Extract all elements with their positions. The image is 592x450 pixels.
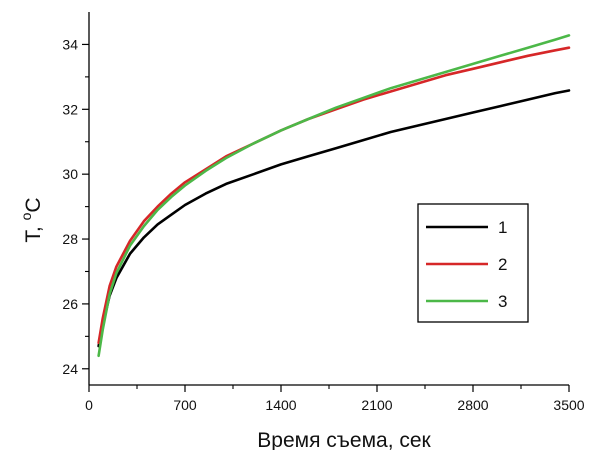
x-tick-label: 700 — [173, 397, 197, 413]
y-tick-label: 24 — [62, 361, 78, 377]
legend-label-3: 3 — [498, 292, 507, 311]
x-tick-label: 2100 — [361, 397, 392, 413]
plot-area — [97, 34, 571, 358]
y-axis-title-group: T, oC — [18, 197, 45, 242]
legend-label-1: 1 — [498, 218, 507, 237]
x-tick-label: 2800 — [457, 397, 488, 413]
legend-label-2: 2 — [498, 255, 507, 274]
y-axis-title-degree: o — [18, 212, 34, 220]
y-axis-title-unit: C — [22, 197, 45, 212]
y-tick-label: 30 — [62, 166, 78, 182]
legend: 1 2 3 — [417, 203, 529, 323]
y-axis-title-main: T, — [22, 220, 45, 242]
x-tick-label: 3500 — [553, 397, 584, 413]
y-tick-label: 32 — [62, 101, 78, 117]
y-tick-label: 28 — [62, 231, 78, 247]
x-tick-label: 0 — [85, 397, 93, 413]
y-tick-label: 34 — [62, 36, 78, 52]
y-axis-title: T, oC — [18, 197, 45, 242]
y-tick-label: 26 — [62, 296, 78, 312]
x-tick-label: 1400 — [265, 397, 296, 413]
series-line-1 — [97, 89, 571, 348]
series-line-3 — [97, 34, 571, 358]
x-axis-title: Время съема, сек — [257, 429, 431, 450]
